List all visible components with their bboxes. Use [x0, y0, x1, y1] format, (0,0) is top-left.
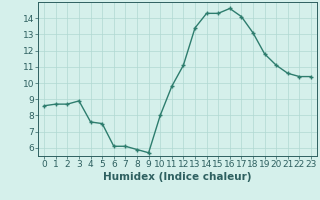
X-axis label: Humidex (Indice chaleur): Humidex (Indice chaleur) — [103, 172, 252, 182]
